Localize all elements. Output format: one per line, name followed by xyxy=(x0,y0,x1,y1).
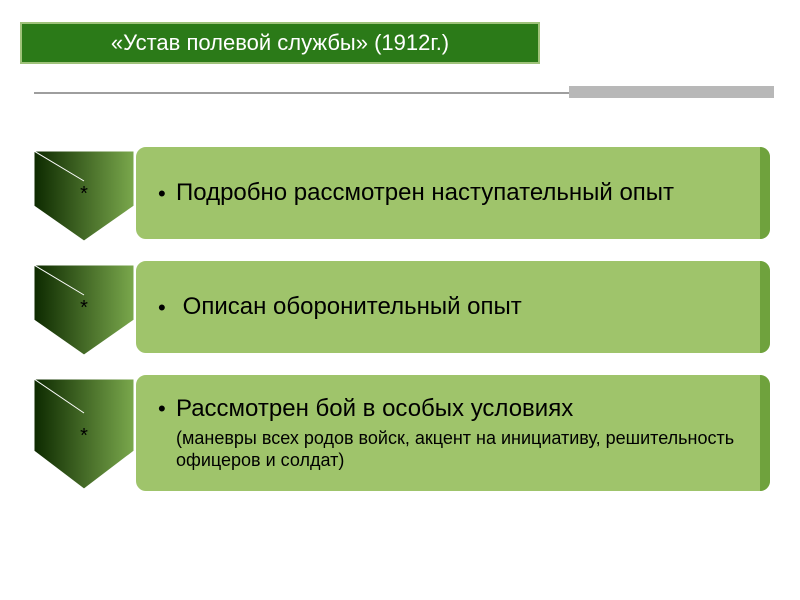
list-item: * Рассмотрен бой в особых условиях (мане… xyxy=(34,373,774,493)
card-accent xyxy=(760,375,770,491)
title-banner: «Устав полевой службы» (1912г.) xyxy=(20,22,540,64)
list-item: * Описан оборонительный опыт xyxy=(34,259,774,355)
chevron-down-icon xyxy=(34,379,134,469)
card-subtext: (маневры всех родов войск, акцент на ини… xyxy=(164,427,748,472)
card-bullet: Описан оборонительный опыт xyxy=(164,293,748,321)
card: Подробно рассмотрен наступательный опыт xyxy=(134,145,772,241)
chevron-marker: * xyxy=(34,297,134,320)
list-item: * Подробно рассмотрен наступательный опы… xyxy=(34,145,774,241)
card-accent xyxy=(760,261,770,353)
card: Рассмотрен бой в особых условиях (маневр… xyxy=(134,373,772,493)
chevron-marker: * xyxy=(34,425,134,448)
card: Описан оборонительный опыт xyxy=(134,259,772,355)
divider xyxy=(34,88,774,100)
chevron-marker: * xyxy=(34,183,134,206)
card-bullet: Подробно рассмотрен наступательный опыт xyxy=(164,179,748,207)
card-bullet: Рассмотрен бой в особых условиях xyxy=(164,395,748,423)
title-text: «Устав полевой службы» (1912г.) xyxy=(111,30,449,56)
divider-accent xyxy=(569,86,774,98)
list-container: * Подробно рассмотрен наступательный опы… xyxy=(34,145,774,511)
card-accent xyxy=(760,147,770,239)
